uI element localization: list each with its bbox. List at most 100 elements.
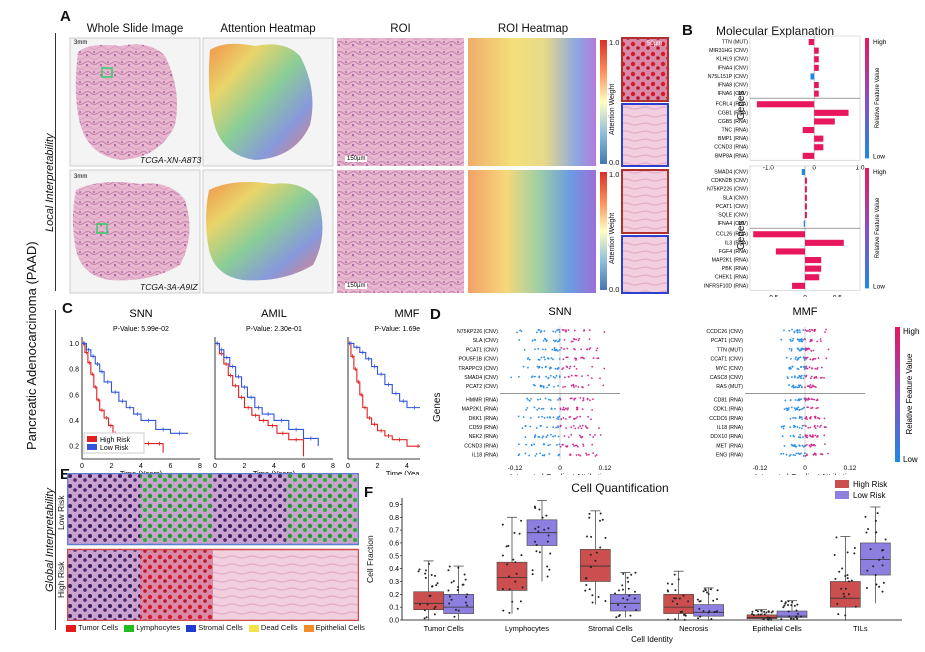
box-point — [850, 579, 853, 582]
bar — [775, 248, 805, 255]
ig-dot — [789, 417, 792, 420]
ig-dot — [543, 454, 546, 456]
gene-label: BMP1 (RNA) — [718, 136, 748, 142]
ig-dot — [784, 399, 787, 402]
ig-gene-label: POU5F1B (CNV) — [459, 357, 499, 363]
ig-dot — [800, 398, 802, 401]
box-point — [869, 548, 872, 551]
ig-dot — [789, 340, 792, 342]
ig-dot — [517, 415, 520, 418]
ig-dot — [599, 377, 601, 380]
ig-dot — [790, 349, 793, 352]
header-roi: ROI — [390, 23, 411, 35]
ig-dot — [564, 385, 566, 388]
ig-dot — [567, 329, 570, 331]
box-point — [865, 531, 868, 534]
ig-dot — [562, 406, 565, 409]
ig-dot — [534, 339, 537, 341]
ig-dot — [531, 375, 534, 378]
ig-dot — [588, 453, 590, 456]
ig-dot — [537, 347, 540, 350]
ig-xtick: -0.12 — [753, 465, 768, 472]
roi-scale-2: 150µm — [345, 283, 368, 289]
ig-dot — [816, 368, 818, 370]
ig-dot — [554, 407, 556, 410]
gene-label: SQLE (CNV) — [718, 213, 748, 219]
ig-dot — [798, 415, 801, 418]
ig-dot — [806, 436, 809, 439]
box-point — [884, 538, 887, 541]
ig-dot — [556, 329, 558, 332]
box-point — [791, 601, 794, 604]
ig-dot — [535, 427, 538, 429]
ig-dot — [794, 375, 796, 378]
ig-dot — [572, 383, 575, 386]
ig-dot — [581, 375, 583, 378]
box-point — [881, 549, 884, 552]
box-point — [589, 553, 592, 556]
ig-dot — [789, 338, 792, 341]
ig-dot — [796, 331, 799, 334]
box-point — [508, 611, 511, 614]
bar — [814, 82, 819, 89]
ig-dot — [594, 455, 597, 457]
box-point — [622, 572, 625, 575]
high-risk-seg-1 — [140, 549, 213, 621]
ig-dot — [530, 444, 533, 447]
ig-colorbar-label: Relative Feature Value — [905, 353, 914, 434]
box-point — [547, 534, 550, 537]
ig-dot — [785, 453, 788, 456]
box-point — [604, 536, 607, 539]
box-point — [755, 609, 758, 612]
box-point — [617, 604, 620, 607]
ig-dot — [788, 384, 790, 386]
ig-dot — [562, 358, 565, 361]
box-point — [762, 618, 765, 621]
ig-gene-label: ENG (RNA) — [716, 453, 743, 459]
ig-gene-label: MET (RNA) — [716, 443, 743, 449]
box-point — [835, 536, 838, 539]
ig-dot — [555, 374, 558, 377]
ig-dot — [802, 455, 805, 457]
ig-dot — [559, 407, 562, 410]
panel-f-boxplot: 0.0 0.1 0.2 0.3 0.4 0.5 0.6 0.7 0.8 0.9 Tumor Cell… — [389, 480, 902, 644]
ig-dot — [811, 329, 814, 331]
ig-dot — [540, 408, 543, 410]
ig-dot — [585, 452, 587, 455]
ig-dot — [794, 358, 797, 360]
ig-dot — [815, 376, 818, 379]
box-point — [465, 596, 468, 599]
ig-dot — [592, 398, 594, 401]
ig-dot — [783, 329, 785, 332]
ig-dot — [794, 445, 797, 448]
ig-dot — [573, 365, 576, 368]
box-point — [671, 583, 674, 586]
box-point — [615, 616, 618, 619]
ig-dot — [558, 338, 561, 341]
ig-dot — [809, 330, 811, 333]
ig-gene-label: IL18 (RNA) — [717, 425, 743, 431]
ig-gene-label: NEK2 (RNA) — [469, 434, 499, 440]
ig-dot — [792, 444, 795, 447]
box-point — [505, 545, 508, 548]
panel-f-letter: F — [364, 484, 374, 501]
ig-dot — [812, 453, 815, 456]
ig-dot — [798, 374, 801, 377]
ig-dot — [603, 367, 606, 370]
ig-dot — [564, 407, 567, 410]
ig-dot — [786, 408, 789, 410]
panel-b-charts: TTN (MUT) MIR31HG (CNV) KLHL9 (CNV) IFNA4 (… — [704, 35, 887, 297]
ig-dot — [588, 338, 591, 341]
ig-dot — [816, 416, 819, 419]
ig-dot — [802, 338, 805, 341]
bar — [814, 144, 824, 151]
ig-dot — [819, 376, 822, 379]
ig-dot — [811, 367, 813, 370]
box-point — [546, 565, 549, 568]
ig-dot — [579, 415, 582, 418]
box-point — [599, 519, 602, 522]
ig-xtick: -0.12 — [508, 465, 523, 472]
box-point — [452, 580, 455, 583]
ig-dot — [824, 331, 826, 334]
ig-dot — [526, 407, 529, 409]
